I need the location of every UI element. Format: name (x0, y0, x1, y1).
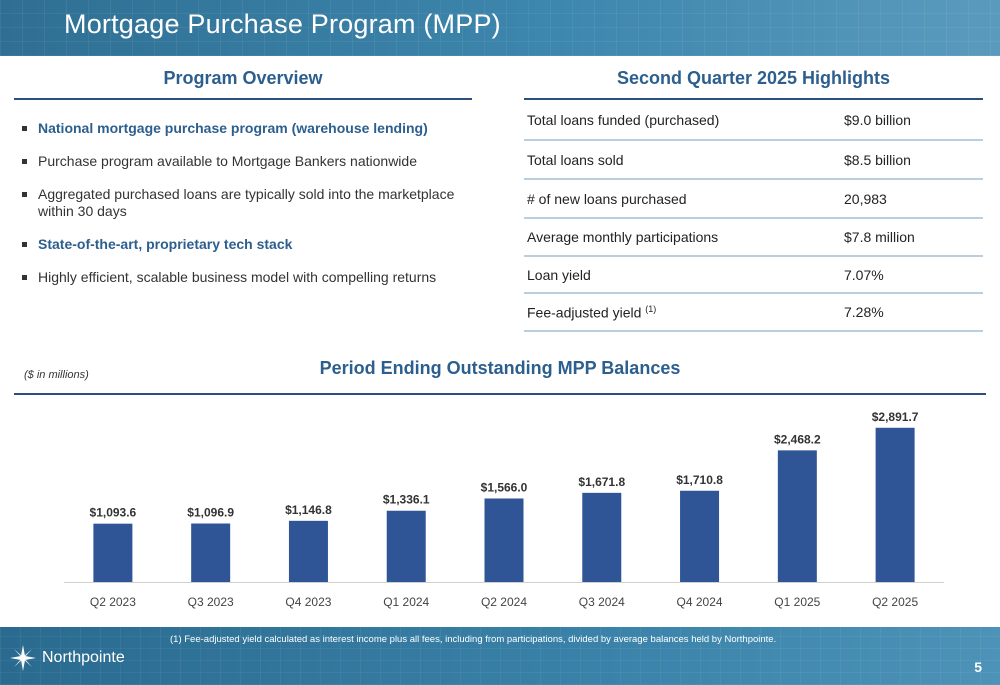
bullet-item: State-of-the-art, proprietary tech stack (22, 236, 462, 253)
bar (93, 523, 133, 582)
row-value: 7.07% (844, 256, 983, 294)
table-row: Fee-adjusted yield (1) 7.28% (524, 293, 983, 332)
bullet-item: National mortgage purchase program (ware… (22, 120, 462, 137)
bar (777, 450, 817, 582)
table-row: Loan yield 7.07% (524, 256, 983, 294)
data-label: $1,146.8 (285, 503, 332, 517)
bullet-text: Purchase program available to Mortgage B… (38, 153, 417, 169)
slide-title: Mortgage Purchase Program (MPP) (64, 9, 501, 39)
overview-rule (14, 98, 472, 100)
bar (680, 490, 720, 582)
overview-bullet-list: National mortgage purchase program (ware… (22, 120, 462, 303)
bullet-marker (22, 126, 27, 131)
highlights-rule (524, 98, 983, 100)
data-label: $1,096.9 (187, 505, 234, 519)
row-value: $9.0 billion (844, 101, 983, 141)
bullet-text: Highly efficient, scalable business mode… (38, 269, 437, 285)
table-row: Average monthly participations $7.8 mill… (524, 218, 983, 257)
row-label: Loan yield (524, 256, 844, 294)
overview-title: Program Overview (163, 68, 323, 88)
x-tick-label: Q2 2025 (872, 595, 918, 609)
table-row: # of new loans purchased 20,983 (524, 179, 983, 219)
x-tick-label: Q1 2024 (383, 595, 429, 609)
bullet-item: Purchase program available to Mortgage B… (22, 153, 462, 170)
table-row: Total loans sold $8.5 billion (524, 140, 983, 180)
data-label: $1,336.1 (383, 493, 430, 507)
logo-text: Northpointe (42, 649, 125, 666)
x-tick-label: Q4 2024 (677, 595, 723, 609)
bullet-marker (22, 275, 27, 280)
row-value: 20,983 (844, 179, 983, 219)
company-logo: Northpointe (10, 645, 125, 671)
x-tick-label: Q3 2024 (579, 595, 625, 609)
bullet-marker (22, 192, 27, 197)
row-label: Total loans funded (purchased) (524, 101, 844, 141)
bullet-marker (22, 159, 27, 164)
highlights-table: Total loans funded (purchased) $9.0 bill… (524, 101, 983, 332)
row-label-text: Fee-adjusted yield (527, 304, 642, 321)
footnote-text: (1) Fee-adjusted yield calculated as int… (170, 634, 777, 645)
slide-footer: (1) Fee-adjusted yield calculated as int… (0, 627, 1000, 685)
bullet-marker (22, 242, 27, 247)
bar (191, 523, 231, 582)
bar (582, 492, 622, 582)
row-label: # of new loans purchased (524, 179, 844, 219)
units-note: ($ in millions) (24, 369, 89, 381)
data-label: $2,468.2 (774, 432, 821, 446)
x-tick-label: Q2 2024 (481, 595, 527, 609)
row-value: $8.5 billion (844, 140, 983, 180)
compass-star-icon (10, 645, 36, 671)
header-pattern (0, 0, 1000, 56)
data-label: $1,566.0 (481, 480, 528, 494)
bar-chart: $1,093.6 Q2 2023 $1,096.9 Q3 2023 $1,146.8 Q4… (64, 410, 944, 609)
x-tick-label: Q1 2025 (774, 595, 820, 609)
data-label: $1,093.6 (90, 506, 137, 520)
bullet-text: National mortgage purchase program (ware… (38, 120, 428, 136)
data-label: $2,891.7 (872, 410, 919, 424)
bullet-text: State-of-the-art, proprietary tech stack (38, 236, 293, 252)
bullet-text: Aggregated purchased loans are typically… (38, 186, 455, 219)
row-value: $7.8 million (844, 218, 983, 257)
data-label: $1,710.8 (676, 473, 723, 487)
row-label: Fee-adjusted yield (1) (524, 293, 844, 332)
highlights-title: Second Quarter 2025 Highlights (616, 68, 891, 88)
x-tick-label: Q2 2023 (90, 595, 136, 609)
row-label: Average monthly participations (524, 218, 844, 257)
footer-pattern (0, 627, 1000, 685)
bar (386, 510, 426, 582)
slide-header: Mortgage Purchase Program (MPP) (0, 0, 1000, 56)
bar (875, 427, 915, 582)
chart-title: Period Ending Outstanding MPP Balances (319, 358, 681, 378)
chart-container: $1,093.6 Q2 2023 $1,096.9 Q3 2023 $1,146.8 Q4… (14, 393, 986, 621)
x-tick-label: Q4 2023 (285, 595, 331, 609)
footnote-marker: (1) (645, 303, 657, 314)
row-value: 7.28% (844, 293, 983, 332)
table-row: Total loans funded (purchased) $9.0 bill… (524, 101, 983, 141)
page-number: 5 (974, 659, 982, 675)
bar (484, 498, 524, 582)
row-label: Total loans sold (524, 140, 844, 180)
x-tick-label: Q3 2023 (188, 595, 234, 609)
bullet-item: Aggregated purchased loans are typically… (22, 186, 462, 220)
bullet-item: Highly efficient, scalable business mode… (22, 269, 462, 303)
data-label: $1,671.8 (578, 475, 625, 489)
bar (288, 520, 328, 582)
